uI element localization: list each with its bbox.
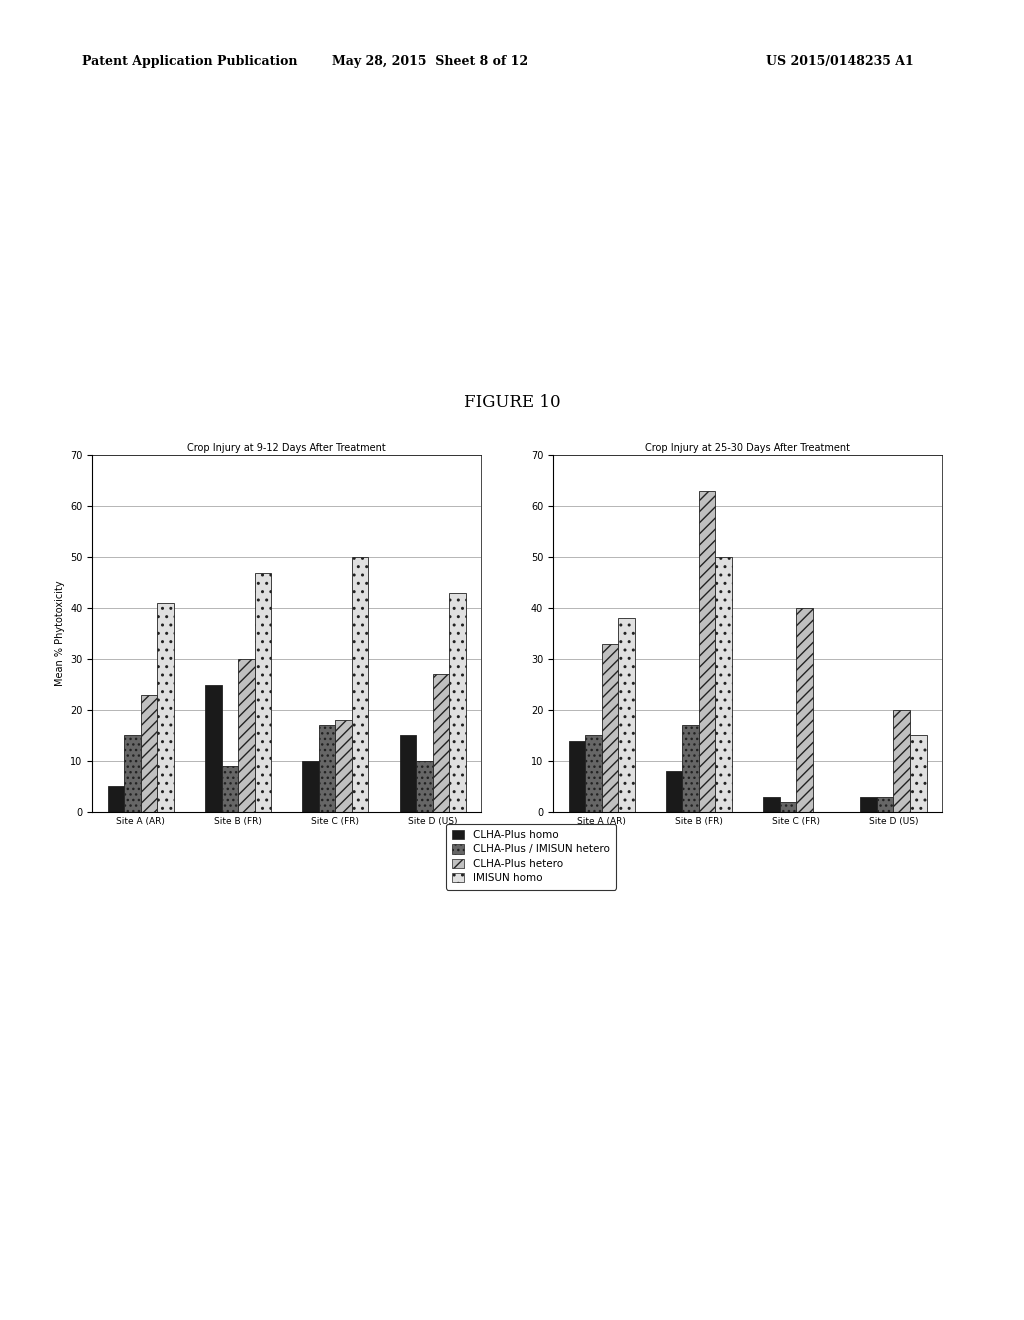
Bar bbox=[602, 644, 618, 812]
Text: FIGURE 10: FIGURE 10 bbox=[464, 395, 560, 411]
Bar bbox=[450, 593, 466, 812]
Bar bbox=[352, 557, 369, 812]
Bar bbox=[716, 557, 732, 812]
Bar bbox=[698, 491, 716, 812]
Title: Crop Injury at 25-30 Days After Treatment: Crop Injury at 25-30 Days After Treatmen… bbox=[645, 444, 850, 453]
Bar bbox=[763, 796, 779, 812]
Title: Crop Injury at 9-12 Days After Treatment: Crop Injury at 9-12 Days After Treatment bbox=[187, 444, 386, 453]
Bar bbox=[141, 694, 158, 812]
Text: Patent Application Publication: Patent Application Publication bbox=[82, 55, 297, 69]
Bar bbox=[797, 609, 813, 812]
Text: May 28, 2015  Sheet 8 of 12: May 28, 2015 Sheet 8 of 12 bbox=[332, 55, 528, 69]
Bar bbox=[682, 725, 698, 812]
Bar bbox=[108, 787, 124, 812]
Y-axis label: Mean % Phytotoxicity: Mean % Phytotoxicity bbox=[54, 581, 65, 686]
Bar bbox=[255, 573, 271, 812]
Bar bbox=[666, 771, 682, 812]
Bar bbox=[302, 760, 318, 812]
Bar bbox=[399, 735, 416, 812]
Bar bbox=[318, 725, 336, 812]
Bar bbox=[205, 685, 221, 812]
Bar bbox=[158, 603, 174, 812]
Bar bbox=[336, 721, 352, 812]
Bar bbox=[238, 659, 255, 812]
Bar bbox=[124, 735, 141, 812]
Legend: CLHA-Plus homo, CLHA-Plus / IMISUN hetero, CLHA-Plus hetero, IMISUN homo: CLHA-Plus homo, CLHA-Plus / IMISUN heter… bbox=[445, 824, 615, 890]
Bar bbox=[877, 796, 893, 812]
Bar bbox=[433, 675, 450, 812]
Bar bbox=[779, 801, 797, 812]
Bar bbox=[618, 618, 635, 812]
Bar bbox=[568, 741, 585, 812]
Text: US 2015/0148235 A1: US 2015/0148235 A1 bbox=[766, 55, 913, 69]
Bar bbox=[585, 735, 602, 812]
Bar bbox=[416, 760, 433, 812]
Bar bbox=[893, 710, 910, 812]
Bar bbox=[221, 766, 238, 812]
Bar bbox=[860, 796, 877, 812]
Bar bbox=[910, 735, 927, 812]
